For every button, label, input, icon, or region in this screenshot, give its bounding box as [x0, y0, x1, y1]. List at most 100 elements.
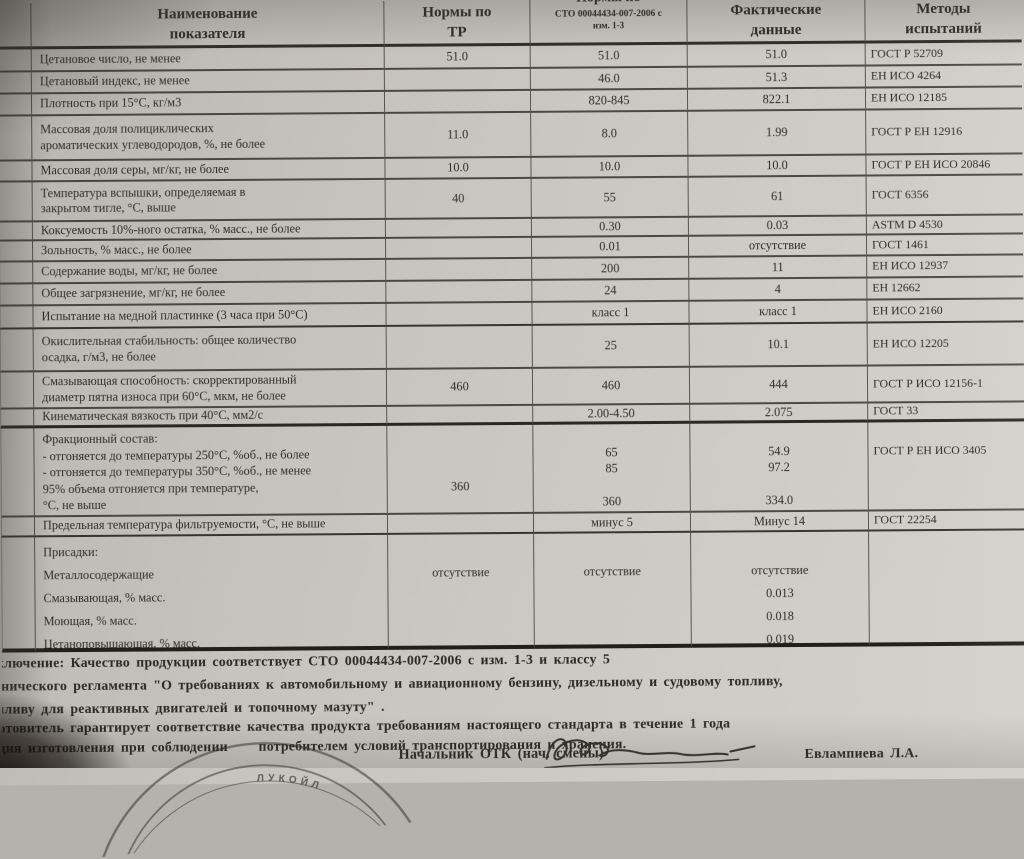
- cell-method: ГОСТ 22254: [868, 510, 1024, 532]
- cell-parameter: Содержание воды, мг/кг, не более: [33, 259, 387, 285]
- cell-sto-norm: минус 5: [533, 512, 692, 534]
- cell-method: ГОСТ Р ЕН ИСО 20846: [866, 154, 1023, 177]
- header-actual-data: Фактические данные: [687, 0, 866, 45]
- cell-sto-norm: 10.0: [531, 156, 689, 179]
- cell-parameter: Фракционный состав: - отгоняется до темп…: [34, 425, 388, 518]
- cell-method: ГОСТ Р ЕН 12916: [866, 109, 1023, 156]
- cell-sto-norm: 46.0: [530, 67, 688, 91]
- cell-actual: 61: [688, 176, 867, 218]
- cell-parameter: Цетановый индекс, не менее: [31, 69, 385, 95]
- cell-method: ГОСТ Р ЕН ИСО 3405: [868, 421, 1024, 512]
- cell-tr-norm: 10.0: [385, 157, 532, 180]
- cell-num: [0, 372, 35, 410]
- header-sto-line1: Нормы по: [576, 0, 641, 7]
- cell-parameter: Температура вспышки, определяемая в закр…: [32, 179, 386, 223]
- cell-actual: 444: [689, 366, 869, 405]
- cell-method: ГОСТ 33: [868, 402, 1024, 423]
- cell-method: ГОСТ Р ИСО 12156-1: [867, 365, 1024, 404]
- cell-sto-norm: 460: [532, 367, 691, 406]
- cell-actual: 10.1: [689, 323, 868, 368]
- cell-method: ГОСТ Р 52709: [865, 42, 1022, 67]
- cell-parameter: Кинематическая вязкость при 40°С, мм2/с: [34, 406, 388, 429]
- cell-sto-norm: 55: [531, 177, 689, 219]
- cell-tr-norm: [386, 302, 533, 327]
- cell-parameter: Присадки: Металлосодержащие Смазывающая,…: [35, 534, 389, 653]
- cell-tr-norm: [387, 405, 534, 426]
- cell-parameter: Массовая доля полициклических ароматичес…: [32, 113, 386, 162]
- cell-method: ГОСТ 1461: [866, 234, 1024, 257]
- cell-num: [0, 409, 35, 429]
- cell-sto-norm: 65 85 360: [533, 423, 691, 514]
- cell-num: [0, 284, 34, 307]
- cell-actual: 51.3: [687, 66, 866, 90]
- cell-sto-norm: 820-845: [530, 89, 689, 113]
- cell-parameter: Предельная температура фильтруемости, °С…: [34, 514, 389, 538]
- header-parameter: Наименование показателя: [31, 0, 385, 50]
- cell-num: [0, 222, 33, 242]
- cell-parameter: Коксуемость 10%-ного остатка, % масс., н…: [32, 219, 386, 242]
- cell-num: [0, 262, 34, 285]
- cell-tr-norm: [386, 258, 533, 282]
- header-test-methods: Методы испытаний: [865, 0, 1022, 44]
- conclusion-line-3: пливу для реактивных двигателей и топочн…: [1, 698, 385, 717]
- cell-tr-norm: [385, 218, 532, 239]
- cell-actual: 51.0: [687, 43, 866, 68]
- cell-sto-norm: 51.0: [530, 44, 688, 69]
- cell-num: [0, 306, 34, 330]
- cell-tr-norm: [386, 325, 533, 370]
- cell-actual: 1.99: [688, 110, 867, 157]
- cell-tr-norm: 51.0: [384, 45, 531, 70]
- cell-method: ЕН ИСО 12185: [865, 87, 1023, 111]
- cell-sto-norm: 200: [532, 257, 690, 281]
- cell-num: [0, 94, 33, 117]
- cell-parameter: Зольность, % масс., не более: [32, 238, 387, 263]
- cell-num: [0, 72, 32, 95]
- cell-parameter: Цетановое число, не менее: [31, 46, 385, 73]
- cell-method: ASTM D 4530: [866, 215, 1023, 236]
- stamp-text: ЛУКОЙЛ: [256, 766, 325, 800]
- cell-tr-norm: 460: [386, 368, 534, 407]
- cell-method: ЕН 12662: [867, 277, 1024, 301]
- cell-num: [0, 182, 33, 223]
- cell-num: [0, 428, 35, 518]
- header-sto-line2: СТО 00044434-007-2006 с: [554, 8, 662, 20]
- signer-name: Евлампиева Л.А.: [804, 745, 919, 761]
- header-norms-sto: Нормы по СТО 00044434-007-2006 с изм. 1-…: [530, 0, 688, 46]
- cell-tr-norm: 40: [385, 178, 532, 220]
- header-norms-tr: Нормы по ТР: [384, 0, 531, 47]
- cell-parameter: Испытание на медной пластинке (3 часа пр…: [33, 303, 387, 330]
- cell-method: ЕН ИСО 4264: [865, 65, 1022, 89]
- cell-num: [0, 49, 32, 73]
- conclusion-line-1: ключение: Качество продукции соответству…: [1, 651, 611, 671]
- cell-parameter: Общее загрязнение, мг/кг, не более: [33, 281, 387, 307]
- cell-method: ГОСТ 6356: [866, 175, 1023, 217]
- cell-tr-norm: [385, 237, 533, 260]
- signature: [543, 738, 756, 769]
- cell-actual: 2.075: [690, 403, 869, 424]
- cell-sto-norm: отсутствие: [534, 532, 692, 649]
- cell-parameter: Плотность при 15°С, кг/м3: [31, 91, 386, 117]
- cell-tr-norm: [386, 280, 533, 304]
- cell-sto-norm: 24: [532, 279, 690, 303]
- cell-sto-norm: класс 1: [532, 301, 690, 326]
- cell-actual: отсутствие: [688, 235, 868, 258]
- cell-tr-norm: [384, 90, 532, 114]
- cell-sto-norm: 0.30: [531, 217, 689, 238]
- cell-tr-norm: 11.0: [385, 112, 532, 159]
- cell-num: [0, 241, 34, 263]
- cell-actual: Минус 14: [690, 511, 870, 533]
- cell-actual: 54.9 97.2 334.0: [690, 422, 869, 513]
- cell-num: [0, 116, 33, 162]
- cell-method: ЕН ИСО 12937: [867, 255, 1024, 279]
- cell-tr-norm: [387, 513, 535, 535]
- cell-actual: 10.0: [688, 155, 867, 178]
- cell-tr-norm: 360: [387, 424, 534, 515]
- cell-actual: 11: [689, 256, 868, 280]
- cell-num: [1, 537, 36, 653]
- cell-tr-norm: отсутствие: [388, 533, 535, 650]
- cell-sto-norm: 8.0: [531, 111, 689, 158]
- cell-actual: 4: [689, 278, 868, 302]
- quality-table: Наименование показателя Нормы по ТР Норм…: [0, 0, 1024, 653]
